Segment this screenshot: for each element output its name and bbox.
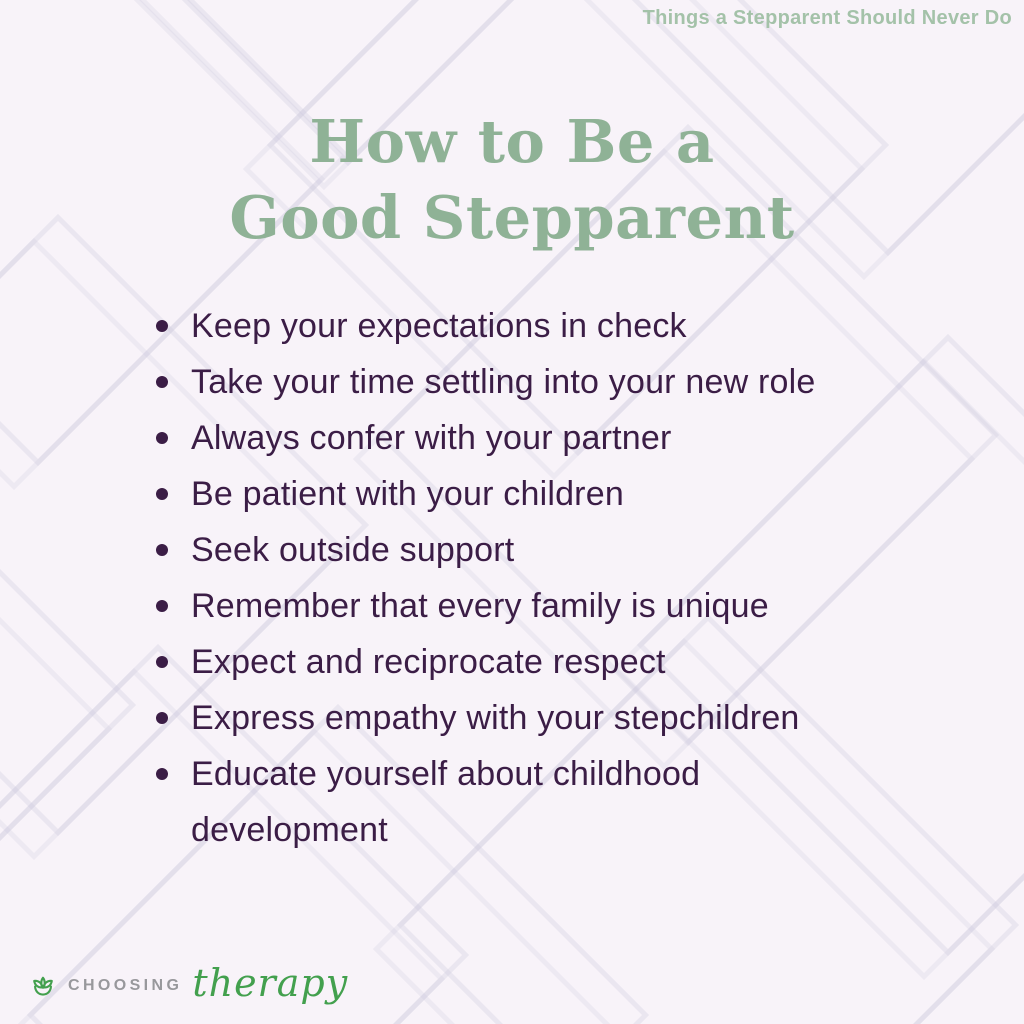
brand-script-text: therapy — [192, 961, 349, 1005]
bullet-dot — [156, 544, 168, 556]
list-item-text: Express empathy with your stepchildren — [191, 699, 800, 737]
bullet-dot — [156, 600, 168, 612]
brand-logo: CHOOSING therapy — [26, 961, 349, 1008]
page-title-line2: Good Stepparent — [229, 183, 795, 252]
list-item: Take your time settling into your new ro… — [156, 354, 831, 410]
brand-name-text: CHOOSING — [68, 977, 183, 994]
list-item-text: Always confer with your partner — [191, 419, 672, 457]
top-right-caption: Things a Stepparent Should Never Do — [642, 7, 1012, 29]
list-item-text: Seek outside support — [191, 531, 515, 569]
list-item: Expect and reciprocate respect — [156, 634, 831, 690]
flower-icon — [33, 976, 53, 996]
list-item: Express empathy with your stepchildren — [156, 690, 831, 746]
page-title-line1: How to Be a — [309, 107, 715, 176]
bullet-dot — [156, 712, 168, 724]
tips-list: Keep your expectations in check Take you… — [156, 298, 831, 858]
list-item: Remember that every family is unique — [156, 578, 831, 634]
bullet-dot — [156, 376, 168, 388]
list-item: Always confer with your partner — [156, 410, 831, 466]
list-item: Educate yourself about childhood develop… — [156, 746, 831, 858]
list-item: Seek outside support — [156, 522, 831, 578]
list-item: Be patient with your children — [156, 466, 831, 522]
bullet-dot — [156, 320, 168, 332]
bullet-dot — [156, 656, 168, 668]
list-item-text: Educate yourself about childhood develop… — [191, 755, 701, 849]
list-item-text: Remember that every family is unique — [191, 587, 769, 625]
list-item-text: Be patient with your children — [191, 475, 624, 513]
list-item-text: Keep your expectations in check — [191, 307, 687, 345]
bullet-dot — [156, 768, 168, 780]
list-item: Keep your expectations in check — [156, 298, 831, 354]
list-item-text: Take your time settling into your new ro… — [191, 363, 816, 401]
bullet-dot — [156, 432, 168, 444]
page-title: How to Be a Good Stepparent — [0, 104, 1024, 256]
bullet-dot — [156, 488, 168, 500]
list-item-text: Expect and reciprocate respect — [191, 643, 666, 681]
